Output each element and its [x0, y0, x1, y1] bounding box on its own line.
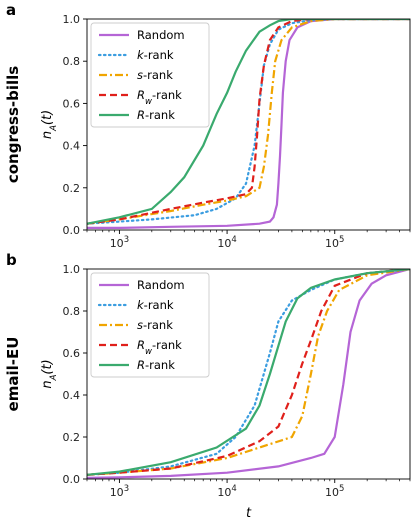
panel-label: b: [6, 251, 17, 269]
y-tick-label: 0.0: [63, 224, 81, 237]
series-line-s-rank: [87, 19, 410, 225]
y-tick-label: 0.6: [63, 347, 81, 360]
legend-entry: Random: [137, 28, 185, 42]
row-label: email-EU: [4, 337, 22, 412]
chart-panel-a: 0.0 0.2 0.4 0.6 0.8 1.0 103 104 105 nA(t) congress…: [4, 1, 411, 250]
legend-entry: Random: [137, 278, 185, 292]
series-line-s-rank: [87, 269, 410, 476]
legend-entry: k-rank: [137, 48, 174, 62]
legend-box: [90, 22, 210, 128]
row-label: congress-bills: [4, 66, 22, 183]
x-tick-label: 103: [110, 235, 129, 250]
legend-entry: R-rank: [137, 108, 175, 122]
x-tick-label: 104: [217, 235, 236, 250]
legend-entry: k-rank: [137, 298, 174, 312]
x-tick-label: 103: [110, 484, 129, 499]
legend-entry: s-rank: [137, 68, 173, 82]
series-line-rw-rank: [87, 269, 410, 476]
panel-label: a: [6, 1, 16, 19]
y-tick-label: 0.6: [63, 97, 81, 110]
series-line-random: [87, 19, 410, 229]
y-tick-label: 0.8: [63, 55, 81, 68]
x-axis-label: t: [246, 506, 252, 521]
y-tick-label: 0.4: [63, 140, 81, 153]
y-tick-label: 0.4: [63, 389, 81, 402]
plot-frame: [86, 18, 411, 231]
y-tick-label: 0.2: [63, 182, 81, 195]
y-tick-label: 0.8: [63, 305, 81, 318]
series-line-r-rank: [87, 19, 410, 225]
series-line-r-rank: [87, 269, 410, 476]
series-line-random: [87, 269, 410, 479]
chart-panel-b: 0.0 0.2 0.4 0.6 0.8 1.0 103 104 105 nA(t) t email-E…: [4, 251, 411, 521]
y-tick-label: 1.0: [63, 263, 81, 276]
x-tick-label: 105: [325, 484, 344, 499]
y-axis-label: nA(t): [40, 110, 59, 139]
legend-entry: Rw-rank: [137, 338, 182, 357]
y-axis-label: nA(t): [40, 359, 59, 388]
legend-entry: s-rank: [137, 318, 173, 332]
plot-frame: [86, 268, 411, 480]
y-tick-label: 0.0: [63, 473, 81, 486]
series-line-rw-rank: [87, 19, 410, 225]
y-tick-label: 1.0: [63, 13, 81, 26]
y-tick-label: 0.2: [63, 431, 81, 444]
legend-entry: R-rank: [137, 358, 175, 372]
x-tick-label: 104: [217, 484, 236, 499]
x-tick-label: 105: [325, 235, 344, 250]
legend-entry: Rw-rank: [137, 88, 182, 107]
legend-box: [90, 272, 210, 378]
